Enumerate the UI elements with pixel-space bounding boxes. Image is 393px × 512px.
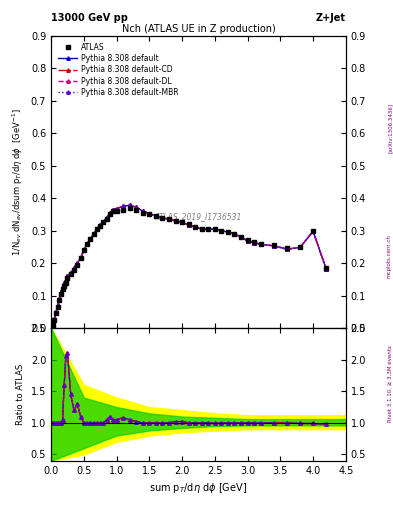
Pythia 8.308 default bbox=[114, 205, 119, 211]
Pythia 8.308 default bbox=[57, 296, 62, 302]
ATLAS bbox=[95, 226, 99, 232]
Pythia 8.308 default-DL bbox=[180, 220, 184, 226]
Text: Z+Jet: Z+Jet bbox=[316, 13, 346, 23]
Line: Pythia 8.308 default-CD: Pythia 8.308 default-CD bbox=[51, 204, 328, 326]
Pythia 8.308 default-DL bbox=[285, 246, 289, 252]
Y-axis label: Ratio to ATLAS: Ratio to ATLAS bbox=[16, 364, 25, 425]
ATLAS bbox=[167, 216, 171, 222]
ATLAS bbox=[57, 297, 62, 304]
Pythia 8.308 default-DL bbox=[50, 321, 55, 327]
Pythia 8.308 default-DL bbox=[114, 205, 119, 211]
Pythia 8.308 default-DL bbox=[57, 296, 62, 302]
ATLAS bbox=[324, 265, 329, 271]
Pythia 8.308 default-CD bbox=[114, 205, 119, 211]
Pythia 8.308 default-MBR bbox=[167, 216, 171, 222]
Line: ATLAS: ATLAS bbox=[50, 205, 329, 327]
Pythia 8.308 default-CD bbox=[57, 296, 62, 302]
Legend: ATLAS, Pythia 8.308 default, Pythia 8.308 default-CD, Pythia 8.308 default-DL, P: ATLAS, Pythia 8.308 default, Pythia 8.30… bbox=[55, 39, 182, 100]
Pythia 8.308 default-MBR bbox=[180, 220, 184, 226]
Pythia 8.308 default bbox=[95, 226, 99, 232]
Pythia 8.308 default-CD bbox=[285, 246, 289, 252]
Text: Rivet 3.1.10, ≥ 3.3M events: Rivet 3.1.10, ≥ 3.3M events bbox=[387, 346, 393, 422]
X-axis label: sum p$_T$/d$\eta$ d$\phi$ [GeV]: sum p$_T$/d$\eta$ d$\phi$ [GeV] bbox=[149, 481, 248, 495]
ATLAS bbox=[127, 205, 132, 211]
Pythia 8.308 default-CD bbox=[127, 202, 132, 208]
Pythia 8.308 default-CD bbox=[324, 266, 329, 272]
Line: Pythia 8.308 default-DL: Pythia 8.308 default-DL bbox=[51, 204, 328, 326]
Pythia 8.308 default-CD bbox=[180, 220, 184, 226]
ATLAS bbox=[180, 220, 184, 226]
Pythia 8.308 default bbox=[167, 216, 171, 222]
Pythia 8.308 default bbox=[180, 220, 184, 226]
ATLAS bbox=[114, 208, 119, 214]
Y-axis label: 1/N$_{ev}$ dN$_{ev}$/dsum p$_T$/d$\eta$ d$\phi$  [GeV$^{-1}$]: 1/N$_{ev}$ dN$_{ev}$/dsum p$_T$/d$\eta$ … bbox=[11, 108, 25, 256]
Pythia 8.308 default-CD bbox=[50, 321, 55, 327]
Pythia 8.308 default-DL bbox=[324, 266, 329, 272]
Text: ATLAS_2019_I1736531: ATLAS_2019_I1736531 bbox=[155, 212, 242, 222]
Pythia 8.308 default-MBR bbox=[285, 246, 289, 252]
Pythia 8.308 default-MBR bbox=[50, 321, 55, 327]
Text: mcplots.cern.ch: mcplots.cern.ch bbox=[386, 234, 391, 278]
ATLAS bbox=[50, 322, 55, 328]
Pythia 8.308 default-DL bbox=[127, 202, 132, 208]
Pythia 8.308 default-CD bbox=[167, 216, 171, 222]
Pythia 8.308 default-MBR bbox=[114, 205, 119, 211]
Pythia 8.308 default-MBR bbox=[95, 226, 99, 232]
Pythia 8.308 default-MBR bbox=[57, 296, 62, 302]
Line: Pythia 8.308 default-MBR: Pythia 8.308 default-MBR bbox=[51, 204, 328, 326]
Pythia 8.308 default-DL bbox=[167, 216, 171, 222]
Pythia 8.308 default bbox=[285, 246, 289, 252]
Pythia 8.308 default-CD bbox=[95, 226, 99, 232]
Pythia 8.308 default-MBR bbox=[127, 202, 132, 208]
Pythia 8.308 default bbox=[324, 266, 329, 272]
Title: Nch (ATLAS UE in Z production): Nch (ATLAS UE in Z production) bbox=[121, 24, 275, 34]
Line: Pythia 8.308 default: Pythia 8.308 default bbox=[51, 204, 328, 326]
Pythia 8.308 default bbox=[50, 321, 55, 327]
Text: 13000 GeV pp: 13000 GeV pp bbox=[51, 13, 128, 23]
ATLAS bbox=[285, 245, 289, 251]
Text: [arXiv:1306.3436]: [arXiv:1306.3436] bbox=[387, 103, 393, 153]
Pythia 8.308 default-DL bbox=[95, 226, 99, 232]
Pythia 8.308 default bbox=[127, 202, 132, 208]
Pythia 8.308 default-MBR bbox=[324, 266, 329, 272]
